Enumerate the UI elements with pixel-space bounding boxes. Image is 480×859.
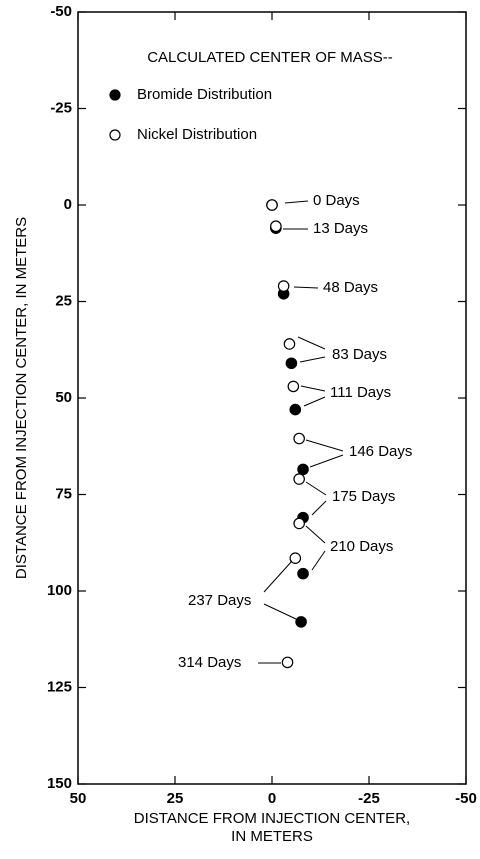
legend-label: Bromide Distribution <box>137 86 272 103</box>
leader-line <box>305 525 326 544</box>
y-tick-label: -25 <box>50 99 72 116</box>
leader-line <box>311 500 327 516</box>
y-tick-label: -50 <box>50 3 72 20</box>
point <box>293 432 305 445</box>
leader-line <box>299 356 326 363</box>
leader-line <box>311 550 326 571</box>
y-tick-label: 75 <box>55 485 72 502</box>
annotation: 237 Days <box>188 592 251 609</box>
leader-line <box>309 454 344 468</box>
leader-line <box>303 396 326 407</box>
annotation: 111 Days <box>330 384 391 401</box>
point <box>297 463 309 476</box>
leader-line <box>293 286 319 289</box>
legend-label: Nickel Distribution <box>137 126 257 143</box>
annotation: 13 Days <box>313 220 368 237</box>
legend-marker <box>109 129 121 141</box>
point <box>289 552 302 564</box>
x-tick-label: -50 <box>455 790 477 807</box>
y-tick-label: 25 <box>55 292 72 309</box>
y-tick-label: 50 <box>55 389 72 406</box>
annotation: 83 Days <box>332 346 387 363</box>
point <box>287 380 300 393</box>
point <box>281 656 294 669</box>
leader-line <box>297 336 326 350</box>
point <box>283 338 296 350</box>
annotation: 175 Days <box>332 488 395 505</box>
y-tick-label: 0 <box>64 196 72 213</box>
point <box>285 357 298 370</box>
leader-line <box>284 200 309 204</box>
leader-line <box>305 439 344 452</box>
legend-marker <box>109 89 121 101</box>
point <box>293 473 305 485</box>
annotation: 314 Days <box>178 654 241 671</box>
leader-line <box>263 603 297 620</box>
y-axis-label: DISTANCE FROM INJECTION CENTER, IN METER… <box>13 217 30 579</box>
point <box>277 280 290 292</box>
point <box>293 517 305 530</box>
y-tick-label: 150 <box>47 775 72 792</box>
x-tick-label: 0 <box>268 790 276 807</box>
leader-line <box>263 560 293 593</box>
annotation: 146 Days <box>349 443 412 460</box>
x-axis-label: IN METERS <box>231 828 313 845</box>
x-tick-label: 50 <box>70 790 87 807</box>
point <box>270 220 282 233</box>
x-tick-label: 25 <box>167 790 184 807</box>
leader-line <box>305 481 327 496</box>
y-tick-label: 100 <box>47 582 72 599</box>
y-tick-label: 125 <box>47 678 72 695</box>
legend-title: CALCULATED CENTER OF MASS-- <box>147 49 393 66</box>
point <box>266 199 278 211</box>
annotation: 0 Days <box>313 192 360 209</box>
x-axis-label: DISTANCE FROM INJECTION CENTER, <box>134 810 410 827</box>
annotation: 210 Days <box>330 538 393 555</box>
point <box>289 403 302 416</box>
leader-line <box>300 385 326 392</box>
point <box>297 567 309 580</box>
point <box>295 616 307 628</box>
annotation: 48 Days <box>323 279 378 296</box>
x-tick-label: -25 <box>358 790 380 807</box>
